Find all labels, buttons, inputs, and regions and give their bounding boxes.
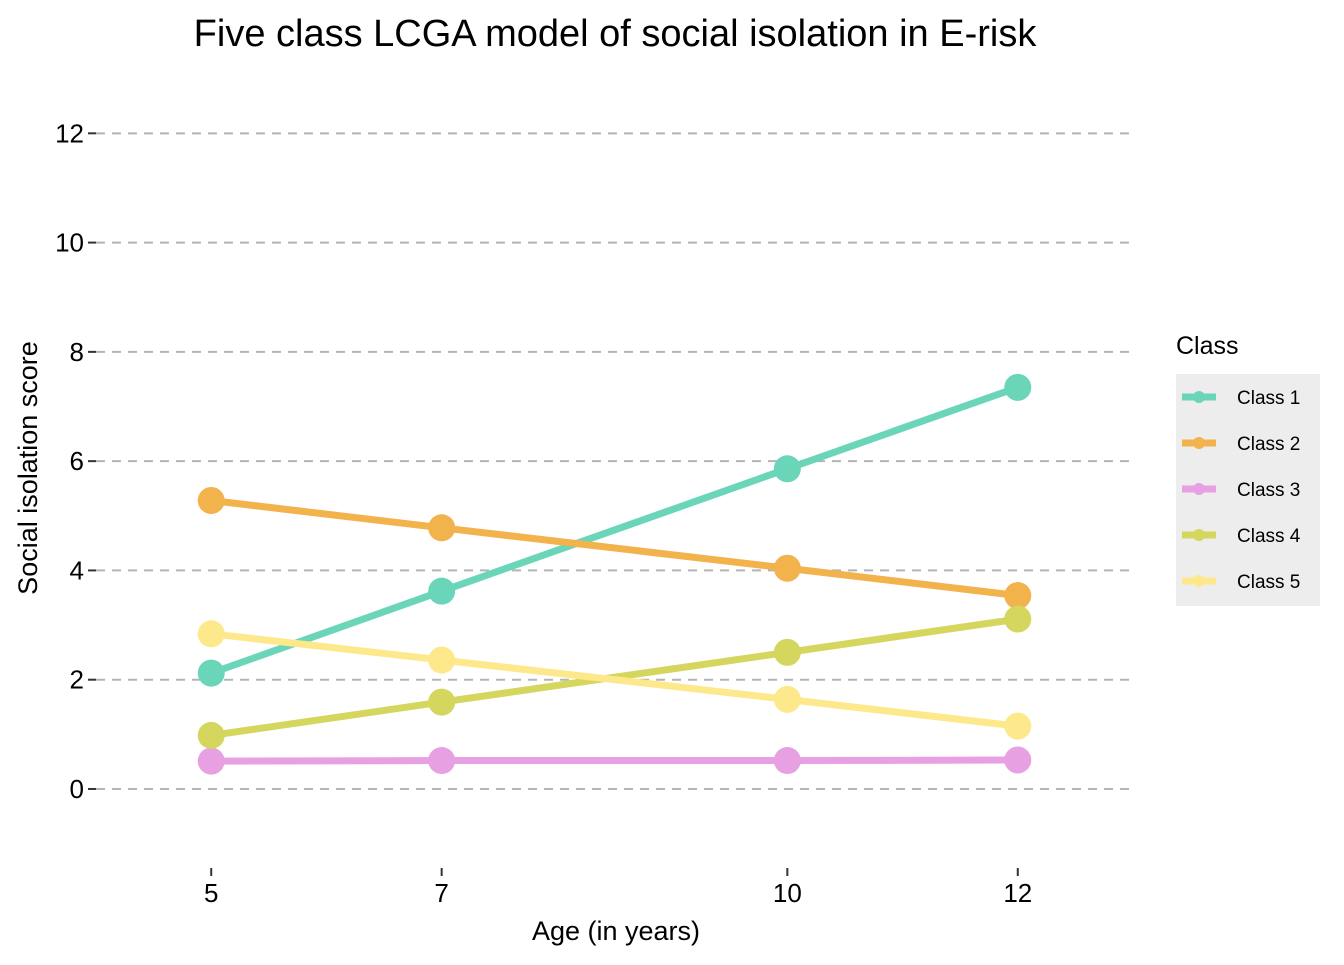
- data-point: [428, 577, 456, 605]
- data-point: [197, 620, 225, 648]
- data-point: [1004, 373, 1032, 401]
- legend: Class Class 1 Class 2 Class 3 Class 4 Class …: [1176, 332, 1320, 606]
- y-tick-label: 4: [70, 555, 84, 585]
- data-point: [773, 638, 801, 666]
- legend-key-point: [1193, 575, 1205, 587]
- legend-label: Class 5: [1237, 572, 1300, 593]
- legend-key-point: [1193, 391, 1205, 403]
- data-point: [428, 514, 456, 542]
- legend-label: Class 3: [1237, 480, 1300, 501]
- data-point: [773, 455, 801, 483]
- legend-key-point: [1193, 483, 1205, 495]
- chart-title: Five class LCGA model of social isolatio…: [194, 13, 1038, 55]
- y-axis-label: Social isolation score: [13, 341, 43, 595]
- legend-label: Class 2: [1237, 434, 1300, 455]
- y-tick-label: 8: [70, 337, 84, 367]
- data-point: [428, 646, 456, 674]
- legend-label: Class 1: [1237, 388, 1300, 409]
- data-point: [428, 747, 456, 775]
- y-tick-label: 2: [70, 665, 84, 695]
- data-point: [773, 685, 801, 713]
- x-tick-label: 10: [773, 878, 802, 908]
- data-point: [1004, 582, 1032, 610]
- series-layer: [197, 373, 1032, 775]
- legend-key-point: [1193, 529, 1205, 541]
- legend-title: Class: [1176, 332, 1239, 360]
- axis-layer: 0 2 4 6 8 10 12 5 7 10 12: [55, 118, 1032, 908]
- x-tick-label: 7: [434, 878, 448, 908]
- series-line: [210, 497, 1019, 600]
- y-tick-label: 6: [70, 446, 84, 476]
- legend-key-point: [1193, 437, 1205, 449]
- series-line: [210, 384, 1019, 677]
- x-tick-label: 5: [204, 878, 218, 908]
- data-point: [197, 721, 225, 749]
- data-point: [1004, 746, 1032, 774]
- y-tick-label: 12: [55, 118, 84, 148]
- series-line: [211, 756, 1018, 765]
- data-point: [197, 486, 225, 514]
- x-axis-label: Age (in years): [532, 916, 700, 946]
- data-point: [1004, 712, 1032, 740]
- data-point: [773, 554, 801, 582]
- data-point: [428, 688, 456, 716]
- y-tick-label: 0: [70, 774, 84, 804]
- data-point: [1004, 605, 1032, 633]
- y-tick-label: 10: [55, 228, 84, 258]
- data-point: [197, 747, 225, 775]
- grid-layer: [96, 132, 1133, 790]
- x-tick-label: 12: [1003, 878, 1032, 908]
- legend-label: Class 4: [1237, 526, 1301, 547]
- series-line: [210, 630, 1019, 730]
- data-point: [197, 659, 225, 687]
- data-point: [773, 747, 801, 775]
